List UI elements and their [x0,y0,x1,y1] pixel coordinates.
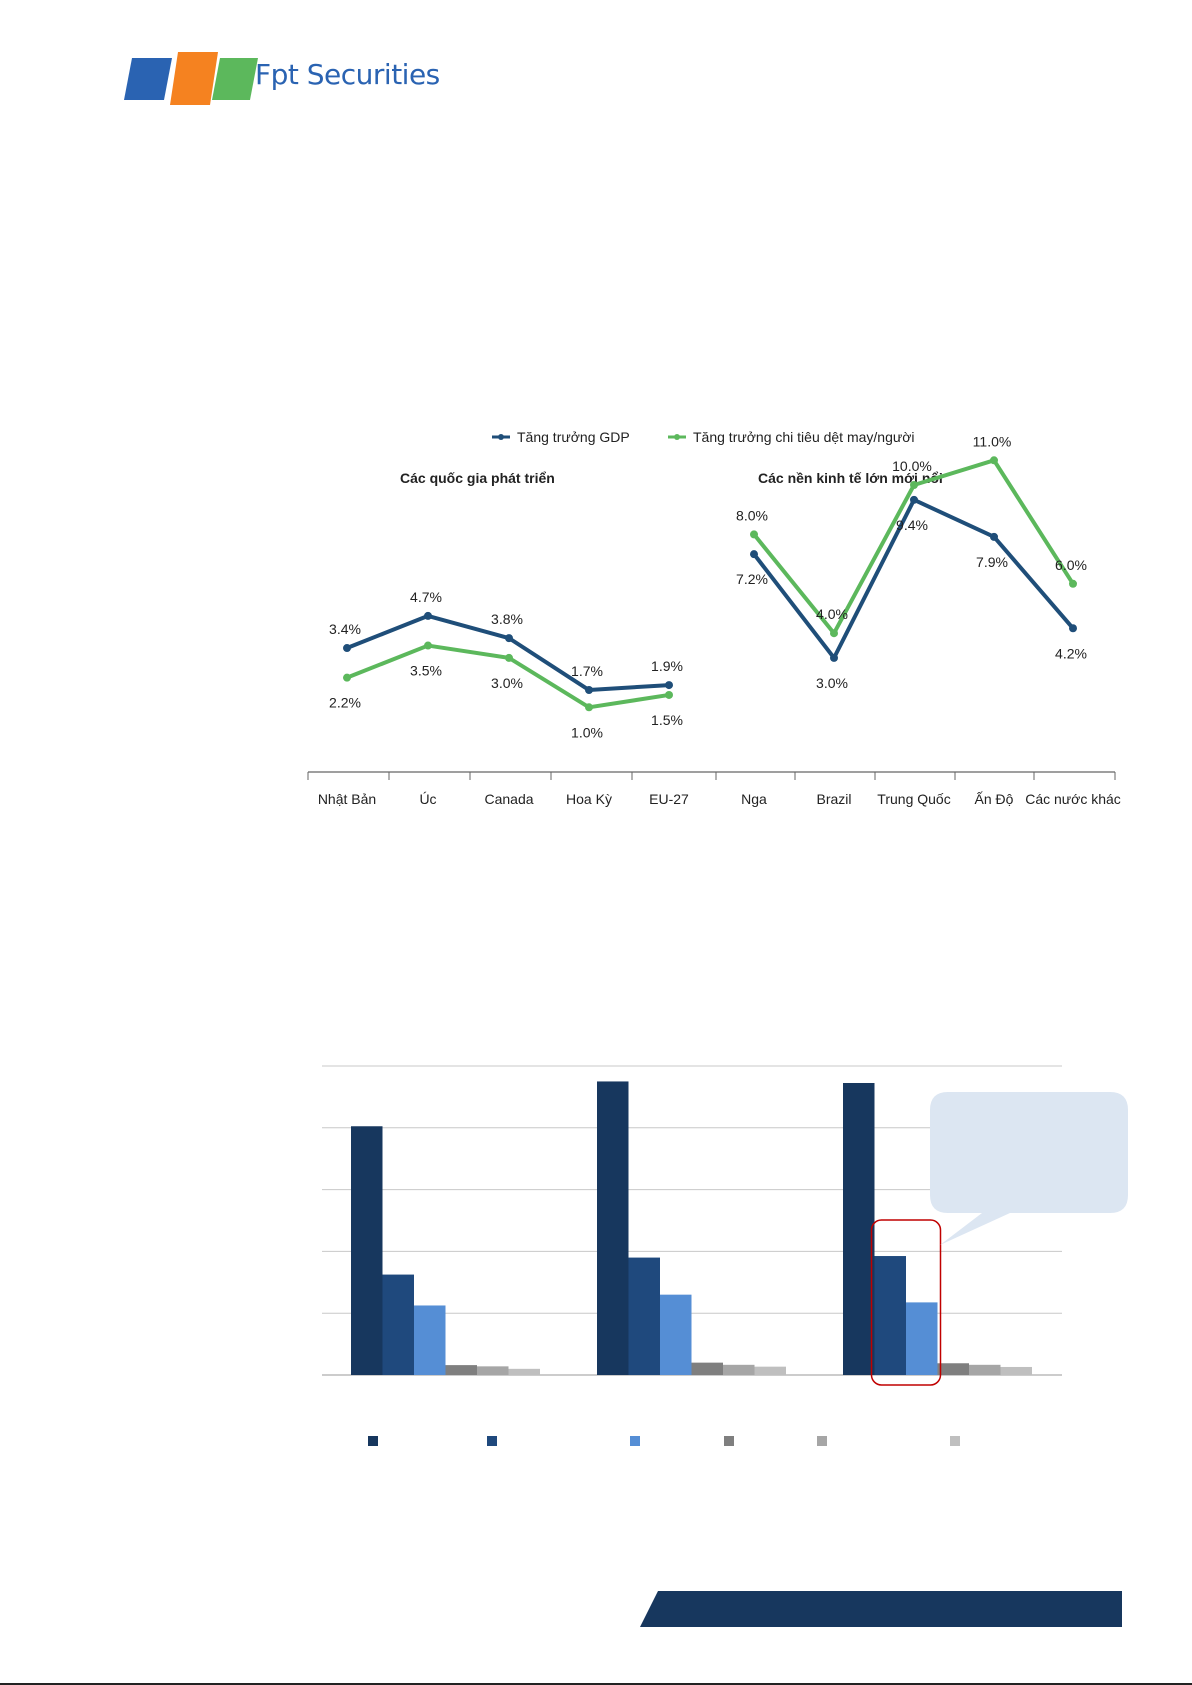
bar [754,1366,786,1375]
legend-textile-marker [674,434,680,440]
textile-data-label: 1.5% [651,712,683,728]
textile-data-label: 6.0% [1055,557,1087,573]
group-title-developed: Các quốc gia phát triển [400,470,555,486]
x-tick-label: Hoa Kỳ [566,791,612,807]
gdp-data-label: 1.9% [651,658,683,674]
bar-legend-swatch [950,1436,960,1446]
textile-point [1069,579,1077,588]
bar-legend-swatch [724,1436,734,1446]
x-tick-label: Nhật Bản [318,791,376,807]
x-tick-label: Canada [484,791,533,807]
textile-point [424,641,432,650]
textile-point [830,629,838,638]
textile-point [910,481,918,489]
gdp-data-label: 1.7% [571,663,603,679]
bar [843,1082,875,1375]
textile-point [343,673,351,682]
textile-data-label: 3.0% [491,675,523,691]
gdp-point [505,634,513,643]
textile-data-label: 11.0% [973,433,1012,449]
x-tick-label: Nga [741,791,767,807]
textile-data-label: 3.5% [410,663,442,679]
gdp-data-label: 3.8% [491,611,523,627]
gdp-data-label: 7.9% [976,554,1008,570]
bar [628,1257,660,1375]
gdp-data-label: 3.0% [816,675,848,691]
legend-textile-label: Tăng trưởng chi tiêu dệt may/người [693,429,915,445]
bar [937,1363,969,1375]
textile-data-label: 10.0% [892,458,932,474]
textile-data-label: 8.0% [736,507,768,523]
bar-legend-swatch [630,1436,640,1446]
gdp-data-label: 4.7% [410,589,442,605]
bar [723,1364,755,1375]
group-title-emerging: Các nền kinh tế lớn mới nổi [758,470,943,486]
logo-mark [124,52,258,105]
bar [660,1294,692,1375]
gdp-data-label: 3.4% [329,621,361,637]
gdp-point [665,681,673,690]
bar [1000,1366,1032,1375]
bar [969,1364,1001,1375]
bar [414,1305,446,1375]
gdp-point [343,644,351,653]
textile-point [990,456,998,465]
fpt-logo [120,50,450,110]
gdp-data-label: 4.2% [1055,645,1087,661]
brand-name: Fpt Securities [255,58,440,91]
bar [874,1256,906,1375]
textile-data-label: 4.0% [816,606,848,622]
x-tick-label: Brazil [816,791,851,807]
textile-point [665,690,673,699]
textile-data-label: 2.2% [329,695,361,711]
bar [691,1362,723,1375]
gdp-point [990,532,998,541]
highlight-box [870,1219,942,1386]
bar-legend-swatch [487,1436,497,1446]
bar-legend-swatch [817,1436,827,1446]
callout-bubble [930,1092,1128,1245]
gdp-point [830,653,838,662]
textile-data-label: 1.0% [571,724,603,740]
gdp-point [1069,624,1077,633]
textile-point [750,530,758,539]
bar [508,1368,540,1375]
bar [906,1302,938,1375]
gdp-point [585,686,593,695]
bar [445,1365,477,1375]
bottom-border [0,1683,1192,1685]
gdp-point [910,495,918,504]
gdp-data-label: 7.2% [736,571,768,587]
bar [351,1126,383,1375]
gdp-point [424,611,432,620]
bar [477,1366,509,1375]
gdp-data-label: 9.4% [896,517,928,533]
bar [597,1081,629,1375]
bar [382,1274,414,1375]
textile-point [505,653,513,662]
legend-gdp-marker [498,434,504,440]
legend-gdp-label: Tăng trưởng GDP [517,429,630,445]
x-tick-label: Trung Quốc [877,791,950,807]
footer-bar [640,1591,1122,1627]
x-tick-label: Các nước khác [1025,791,1121,807]
x-tick-label: Ấn Độ [975,791,1014,807]
bar-legend-swatch [368,1436,378,1446]
x-tick-label: EU-27 [649,791,689,807]
x-tick-label: Úc [419,791,436,807]
textile-point [585,703,593,712]
gdp-point [750,550,758,559]
